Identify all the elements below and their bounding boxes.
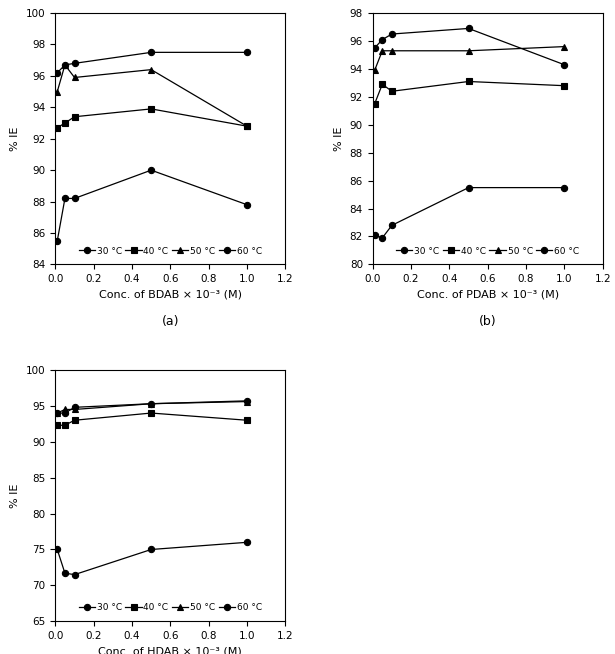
- 30 °C: [62, 194, 69, 202]
- 30 °C: [148, 166, 155, 174]
- 60 °C: [561, 61, 568, 69]
- 60 °C: [148, 400, 155, 407]
- Legend: 30 °C, 40 °C, 50 °C, 60 °C: 30 °C, 40 °C, 50 °C, 60 °C: [77, 602, 264, 614]
- Line: 60 °C: 60 °C: [371, 26, 568, 68]
- Y-axis label: % IE: % IE: [10, 483, 20, 508]
- 40 °C: [71, 417, 78, 424]
- 30 °C: [62, 569, 69, 577]
- 60 °C: [54, 69, 61, 77]
- 50 °C: [62, 61, 69, 69]
- 40 °C: [244, 417, 251, 424]
- 30 °C: [244, 201, 251, 209]
- Text: (b): (b): [479, 315, 496, 328]
- 40 °C: [371, 100, 378, 108]
- 40 °C: [62, 421, 69, 429]
- Line: 60 °C: 60 °C: [54, 49, 250, 76]
- 50 °C: [379, 47, 386, 55]
- Line: 50 °C: 50 °C: [54, 398, 250, 416]
- Line: 40 °C: 40 °C: [371, 78, 568, 107]
- 60 °C: [244, 397, 251, 405]
- 40 °C: [244, 122, 251, 130]
- 60 °C: [148, 48, 155, 56]
- Line: 30 °C: 30 °C: [371, 184, 568, 241]
- Line: 30 °C: 30 °C: [54, 167, 250, 244]
- X-axis label: Conc. of BDAB × 10⁻³ (M): Conc. of BDAB × 10⁻³ (M): [99, 290, 242, 300]
- Y-axis label: % IE: % IE: [334, 127, 344, 151]
- 40 °C: [54, 421, 61, 429]
- 50 °C: [71, 73, 78, 81]
- 50 °C: [54, 409, 61, 417]
- Line: 50 °C: 50 °C: [54, 61, 250, 129]
- 60 °C: [379, 36, 386, 44]
- 60 °C: [54, 409, 61, 417]
- 30 °C: [561, 184, 568, 192]
- 60 °C: [244, 48, 251, 56]
- 40 °C: [62, 119, 69, 127]
- 30 °C: [148, 545, 155, 553]
- 40 °C: [388, 88, 395, 95]
- 40 °C: [561, 82, 568, 90]
- 50 °C: [244, 122, 251, 130]
- 30 °C: [71, 194, 78, 202]
- 60 °C: [62, 61, 69, 69]
- 40 °C: [54, 124, 61, 131]
- 30 °C: [465, 184, 472, 192]
- Line: 40 °C: 40 °C: [54, 410, 250, 428]
- 60 °C: [71, 60, 78, 67]
- 30 °C: [388, 222, 395, 230]
- 40 °C: [71, 113, 78, 121]
- 40 °C: [465, 78, 472, 86]
- 50 °C: [71, 405, 78, 413]
- Line: 30 °C: 30 °C: [54, 539, 250, 577]
- X-axis label: Conc. of PDAB × 10⁻³ (M): Conc. of PDAB × 10⁻³ (M): [416, 290, 559, 300]
- 50 °C: [561, 43, 568, 50]
- Line: 60 °C: 60 °C: [54, 398, 250, 416]
- 30 °C: [54, 545, 61, 553]
- 60 °C: [71, 404, 78, 411]
- 30 °C: [71, 571, 78, 579]
- 50 °C: [62, 405, 69, 413]
- 50 °C: [371, 67, 378, 75]
- X-axis label: Conc. of HDAB × 10⁻³ (M): Conc. of HDAB × 10⁻³ (M): [98, 647, 242, 654]
- 50 °C: [148, 400, 155, 407]
- 60 °C: [371, 44, 378, 52]
- 50 °C: [244, 398, 251, 405]
- 30 °C: [371, 231, 378, 239]
- Legend: 30 °C, 40 °C, 50 °C, 60 °C: 30 °C, 40 °C, 50 °C, 60 °C: [77, 245, 264, 258]
- 30 °C: [54, 237, 61, 245]
- 50 °C: [148, 65, 155, 73]
- 60 °C: [62, 409, 69, 417]
- 30 °C: [379, 234, 386, 242]
- 40 °C: [379, 80, 386, 88]
- 50 °C: [465, 47, 472, 55]
- 60 °C: [465, 24, 472, 32]
- 60 °C: [388, 30, 395, 38]
- Line: 50 °C: 50 °C: [371, 43, 568, 73]
- Y-axis label: % IE: % IE: [10, 127, 20, 151]
- 50 °C: [54, 88, 61, 95]
- 30 °C: [244, 538, 251, 546]
- Line: 40 °C: 40 °C: [54, 106, 250, 131]
- 40 °C: [148, 105, 155, 113]
- Text: (a): (a): [162, 315, 179, 328]
- 40 °C: [148, 409, 155, 417]
- 50 °C: [388, 47, 395, 55]
- Legend: 30 °C, 40 °C, 50 °C, 60 °C: 30 °C, 40 °C, 50 °C, 60 °C: [394, 245, 581, 258]
